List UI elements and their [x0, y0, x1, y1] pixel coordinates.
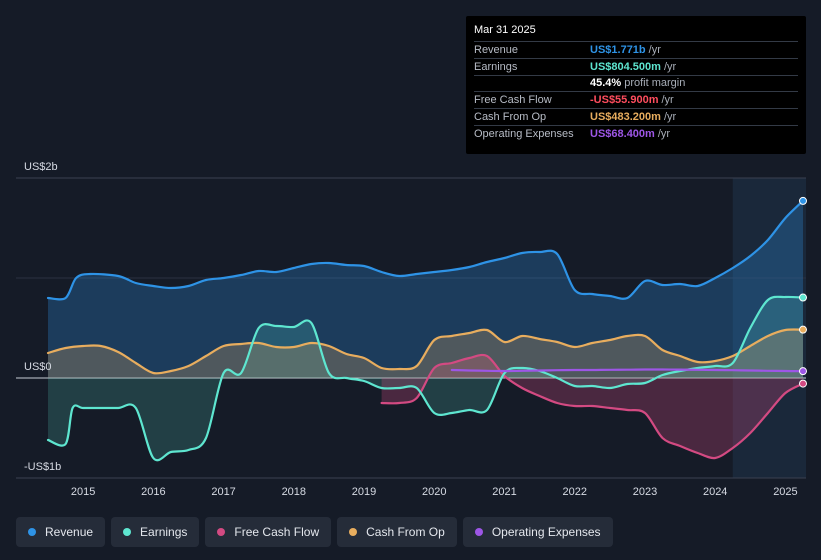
x-tick-label: 2024 — [703, 486, 727, 498]
y-tick-label: US$2b — [24, 161, 58, 173]
legend-label: Revenue — [45, 525, 94, 539]
tooltip-label: Earnings — [474, 60, 518, 73]
tooltip-label: Revenue — [474, 43, 519, 56]
cash-from-op-end-marker — [799, 325, 807, 334]
tooltip-value: 45.4% — [590, 77, 622, 90]
earnings-end-marker — [799, 293, 807, 302]
forecast-highlight-band — [732, 178, 806, 478]
legend-dot-icon — [349, 528, 358, 536]
x-tick-label: 2015 — [71, 486, 95, 498]
operating-expenses-end-marker — [799, 367, 807, 376]
x-tick-label: 2020 — [422, 486, 446, 498]
y-tick-label: US$0 — [24, 361, 52, 373]
x-tick-label: 2017 — [211, 486, 235, 498]
x-tick-label: 2018 — [282, 486, 306, 498]
legend-label: Operating Expenses — [491, 525, 601, 539]
x-tick-label: 2019 — [352, 486, 376, 498]
tooltip-value: US$804.500m — [590, 60, 661, 73]
legend-item-cash-from-op[interactable]: Cash From Op — [337, 517, 457, 547]
legend-item-revenue[interactable]: Revenue — [16, 517, 106, 547]
chart-legend: Revenue Earnings Free Cash Flow Cash Fro… — [16, 517, 613, 547]
x-tick-label: 2016 — [141, 486, 165, 498]
legend-label: Earnings — [140, 525, 188, 539]
tooltip-label: Free Cash Flow — [474, 94, 552, 107]
tooltip-value: US$68.400m — [590, 127, 655, 140]
legend-item-operating-expenses[interactable]: Operating Expenses — [462, 517, 613, 547]
x-tick-label: 2025 — [773, 486, 797, 498]
tooltip-row-profit-margin: 45.4% profit margin — [474, 74, 798, 92]
tooltip-label: Cash From Op — [474, 111, 547, 124]
tooltip-value: US$483.200m — [590, 111, 661, 124]
tooltip-unit: profit margin — [624, 77, 686, 90]
x-tick-label: 2023 — [633, 486, 657, 498]
legend-dot-icon — [123, 528, 132, 536]
tooltip-panel: Mar 31 2025 Revenue US$1.771b /yr Earnin… — [466, 16, 806, 154]
tooltip-row-revenue: Revenue US$1.771b /yr — [474, 41, 798, 58]
legend-item-earnings[interactable]: Earnings — [111, 517, 200, 547]
tooltip-date: Mar 31 2025 — [474, 24, 536, 36]
tooltip-row-free-cash-flow: Free Cash Flow -US$55.900m /yr — [474, 91, 798, 108]
cash-from-op-line — [46, 328, 805, 375]
tooltip-row-operating-expenses: Operating Expenses US$68.400m /yr — [474, 124, 798, 142]
free-cash-flow-line — [380, 353, 805, 460]
free-cash-flow-end-marker — [799, 379, 807, 388]
tooltip-row-cash-from-op: Cash From Op US$483.200m /yr — [474, 108, 798, 125]
legend-label: Cash From Op — [366, 525, 445, 539]
tooltip-unit: /yr — [657, 127, 671, 140]
tooltip-unit: /yr — [663, 111, 677, 124]
revenue-area — [48, 200, 803, 378]
operating-expenses-line — [450, 368, 805, 373]
legend-label: Free Cash Flow — [234, 525, 320, 539]
tooltip-unit: /yr — [648, 43, 661, 56]
tooltip-value: -US$55.900m — [590, 94, 659, 107]
legend-dot-icon — [28, 528, 36, 536]
x-tick-label: 2021 — [492, 486, 516, 498]
x-tick-label: 2022 — [563, 486, 587, 498]
free-cash-flow-area — [381, 354, 803, 459]
revenue-end-marker — [799, 196, 807, 205]
legend-dot-icon — [474, 528, 483, 536]
revenue-line — [46, 199, 805, 301]
tooltip-unit: /yr — [663, 60, 677, 73]
earnings-line — [46, 295, 805, 462]
tooltip-row-earnings: Earnings US$804.500m /yr — [474, 57, 798, 75]
tooltip-label: Operating Expenses — [474, 127, 574, 140]
legend-item-free-cash-flow[interactable]: Free Cash Flow — [205, 517, 332, 547]
tooltip-unit: /yr — [661, 94, 674, 107]
earnings-area — [48, 296, 803, 461]
tooltip-value: US$1.771b — [590, 43, 646, 56]
y-tick-label: -US$1b — [24, 461, 61, 473]
legend-dot-icon — [217, 528, 226, 536]
